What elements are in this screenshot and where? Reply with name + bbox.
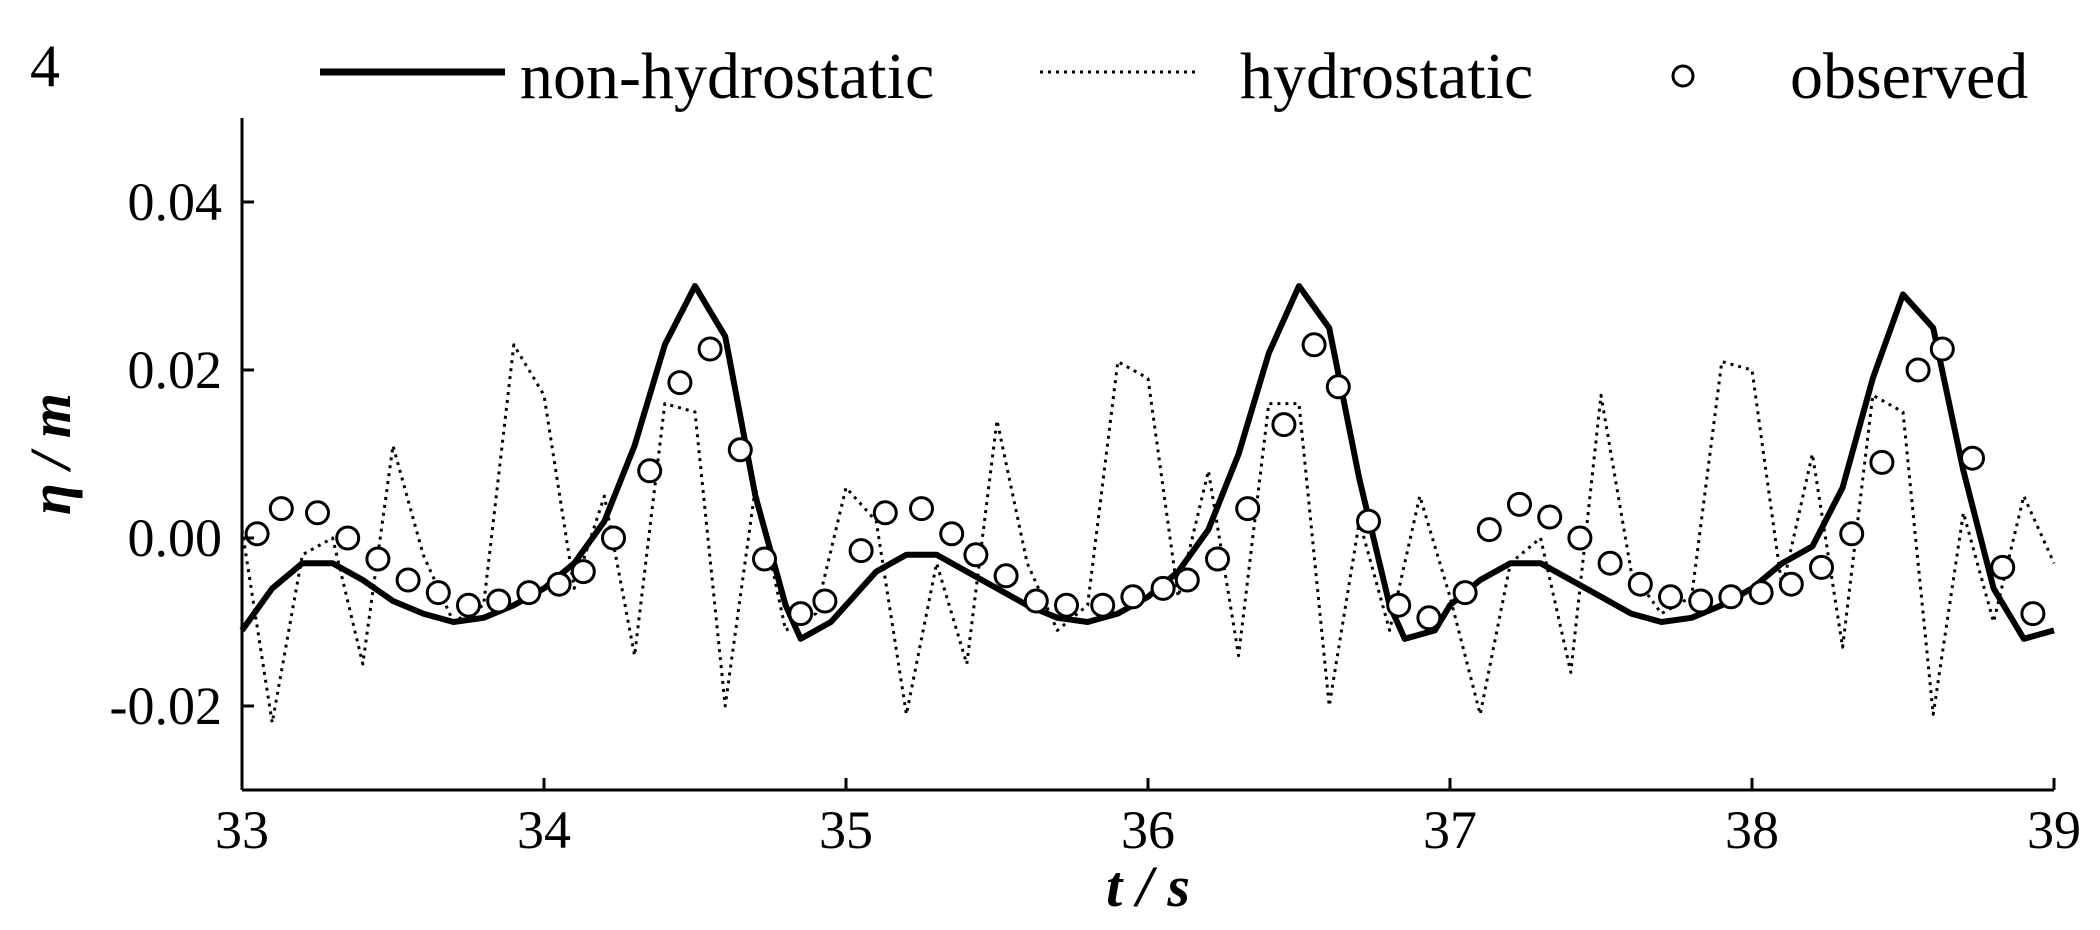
axes: 33 34 35 36 37 38 39 -0.02 0.00 0.02 0.04: [110, 118, 2081, 860]
observed-point: [335, 525, 361, 551]
y-tick-label: 0.04: [128, 172, 223, 232]
observed-point: [872, 500, 898, 526]
x-tick-label: 34: [517, 800, 571, 860]
observed-point: [1271, 412, 1297, 438]
plot-area: [239, 283, 2056, 725]
x-tick-label: 39: [2027, 800, 2081, 860]
observed-point: [1748, 580, 1774, 606]
observed-point: [1839, 521, 1865, 547]
panel-label: 4: [30, 33, 60, 99]
observed-point: [1869, 449, 1895, 475]
observed-point: [365, 546, 391, 572]
legend-hydrostatic-label: hydrostatic: [1240, 40, 1533, 113]
observed-point: [697, 336, 723, 362]
y-tick-label: -0.02: [110, 676, 222, 736]
observed-point: [1960, 445, 1985, 471]
observed-point: [1658, 584, 1683, 610]
observed-point: [1452, 580, 1478, 606]
legend-observed-label: observed: [1790, 40, 2028, 113]
hydrostatic-line: [240, 343, 2056, 725]
observed-point: [788, 601, 814, 627]
legend-observed-marker: [1671, 64, 1695, 88]
legend-nonhydrostatic-label: non-hydrostatic: [520, 40, 934, 113]
observed-point: [909, 496, 934, 522]
observed-point: [1416, 605, 1442, 631]
observed-markers: [244, 332, 2046, 631]
observed-point: [1174, 567, 1200, 593]
observed-point: [1476, 517, 1502, 543]
observed-point: [516, 580, 542, 606]
observed-point: [486, 588, 512, 614]
observed-point: [244, 521, 270, 547]
observed-point: [1929, 336, 1955, 362]
observed-point: [1537, 504, 1563, 530]
observed-point: [1688, 588, 1714, 614]
observed-point: [1905, 357, 1931, 383]
observed-point: [1567, 525, 1593, 551]
observed-point: [1205, 546, 1230, 572]
observed-point: [1090, 592, 1116, 618]
observed-point: [993, 563, 1019, 589]
y-tick-label: 0.02: [128, 340, 223, 400]
y-axis-title: η / m: [18, 393, 83, 515]
observed-point: [1778, 571, 1804, 597]
observed-point: [1809, 554, 1834, 580]
observed-point: [963, 542, 989, 568]
x-tick-label: 37: [1423, 800, 1477, 860]
observed-point: [637, 458, 663, 484]
y-tick-label: 0.00: [128, 508, 223, 568]
legend: non-hydrostatic hydrostatic observed: [320, 40, 2028, 113]
observed-point: [456, 592, 481, 618]
x-tick-label: 33: [215, 800, 269, 860]
observed-point: [667, 370, 693, 396]
observed-point: [1120, 584, 1146, 610]
observed-point: [1150, 575, 1176, 601]
observed-point: [1386, 592, 1412, 618]
observed-point: [570, 559, 596, 585]
observed-point: [601, 525, 626, 551]
observed-point: [395, 567, 421, 593]
observed-point: [752, 546, 777, 572]
observed-point: [1235, 496, 1261, 522]
x-tick-label: 36: [1121, 800, 1175, 860]
x-tick-label: 38: [1725, 800, 1779, 860]
observed-point: [939, 521, 965, 547]
observed-point: [305, 500, 330, 526]
observed-point: [727, 437, 753, 463]
observed-point: [2020, 601, 2046, 627]
observed-point: [1718, 584, 1744, 610]
observed-point: [1597, 550, 1623, 576]
observed-point: [1301, 332, 1327, 358]
x-axis-title: t / s: [1106, 854, 1190, 919]
observed-point: [1325, 374, 1351, 400]
observed-point: [1054, 592, 1079, 618]
observed-point: [1023, 588, 1049, 614]
observed-point: [268, 496, 294, 522]
observed-point: [1507, 491, 1532, 517]
observed-point: [1627, 571, 1653, 597]
observed-point: [546, 571, 572, 597]
observed-point: [425, 580, 451, 606]
observed-point: [1356, 508, 1381, 534]
observed-point: [812, 588, 838, 614]
observed-point: [1990, 554, 2016, 580]
observed-point: [848, 538, 874, 564]
x-tick-label: 35: [819, 800, 873, 860]
